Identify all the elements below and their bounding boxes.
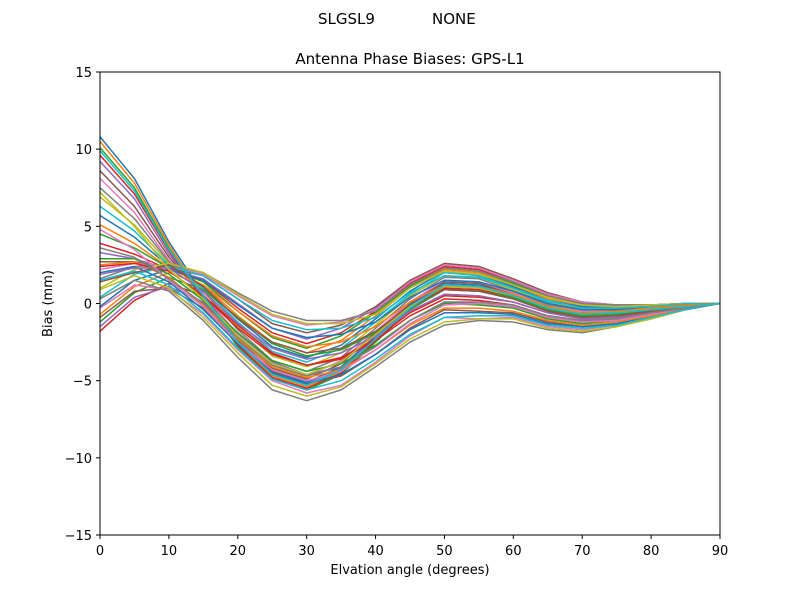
x-tick-label: 60 <box>505 544 522 559</box>
series-line <box>100 267 720 360</box>
series-line <box>100 228 720 382</box>
series-line <box>100 274 720 397</box>
series-line <box>100 262 720 325</box>
x-tick-label: 50 <box>436 544 453 559</box>
y-tick-label: −10 <box>65 452 92 467</box>
series-line <box>100 271 720 348</box>
series-line <box>100 150 720 387</box>
x-tick-label: 70 <box>574 544 591 559</box>
series-lines <box>100 136 720 402</box>
series-line <box>100 265 720 331</box>
y-tick-label: 15 <box>75 66 92 81</box>
series-line <box>100 261 720 379</box>
y-tick-label: 0 <box>84 298 92 313</box>
series-line <box>100 265 720 385</box>
x-tick-label: 80 <box>643 544 660 559</box>
y-tick-label: −5 <box>73 375 92 390</box>
radome-label: NONE <box>432 10 476 28</box>
y-axis-ticks: −15 −10 −5 0 5 10 15 <box>65 66 100 544</box>
y-tick-label: 5 <box>84 220 92 235</box>
y-axis-label: Bias (mm) <box>41 270 56 337</box>
x-tick-label: 0 <box>96 544 104 559</box>
x-axis-label: Elvation angle (degrees) <box>330 563 489 578</box>
x-tick-label: 30 <box>298 544 315 559</box>
x-tick-label: 20 <box>230 544 247 559</box>
x-tick-label: 90 <box>712 544 729 559</box>
y-tick-label: 10 <box>75 143 92 158</box>
y-tick-label: −15 <box>65 529 92 544</box>
x-axis-ticks: 0 10 20 30 40 50 60 70 80 90 <box>96 535 728 559</box>
series-line <box>100 270 720 391</box>
series-line <box>100 247 720 377</box>
x-tick-label: 40 <box>367 544 384 559</box>
station-label: SLGSL9 <box>318 10 375 28</box>
series-line <box>100 268 720 339</box>
x-tick-label: 10 <box>161 544 178 559</box>
chart-title: Antenna Phase Biases: GPS-L1 <box>295 50 524 68</box>
